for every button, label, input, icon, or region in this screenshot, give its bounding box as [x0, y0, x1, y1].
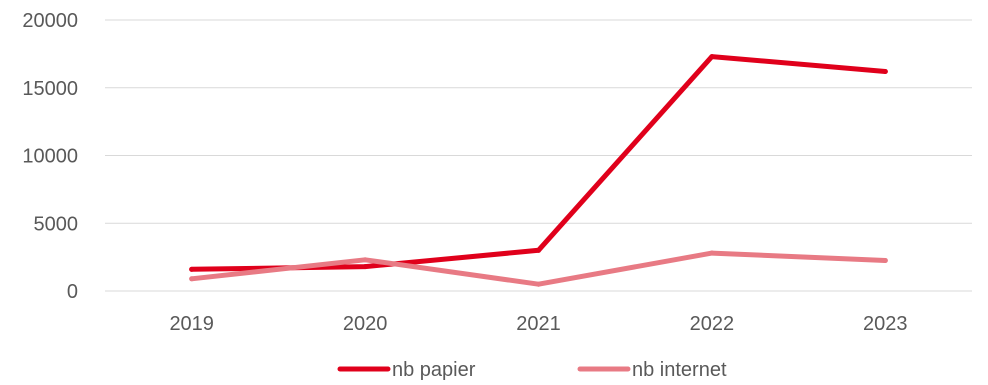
series-lines [189, 54, 888, 287]
y-tick-label: 0 [67, 281, 78, 303]
series-line-nb-papier [189, 54, 888, 272]
legend-label: nb papier [392, 359, 476, 381]
x-tick-label: 2020 [343, 313, 388, 335]
data-point-nb-papier [189, 266, 195, 272]
data-point-nb-papier [362, 264, 368, 270]
x-tick-label: 2022 [690, 313, 735, 335]
y-tick-label: 5000 [34, 213, 79, 235]
data-point-nb-internet [882, 258, 888, 264]
data-point-nb-internet [536, 281, 541, 287]
data-point-nb-internet [709, 250, 715, 256]
legend-item-nb-internet: nb internet [577, 359, 727, 381]
data-point-nb-papier [882, 68, 888, 74]
series-line-nb-internet [189, 250, 888, 287]
legend: nb papier nb internet [337, 359, 727, 381]
y-tick-label: 10000 [22, 146, 78, 168]
gridlines [105, 19, 972, 292]
legend-item-nb-papier: nb papier [337, 359, 476, 381]
y-tick-label: 15000 [22, 78, 78, 100]
data-point-nb-papier [709, 54, 715, 60]
x-tick-label: 2023 [863, 313, 908, 335]
x-tick-label: 2021 [516, 313, 561, 335]
legend-label: nb internet [632, 359, 727, 381]
x-tick-label: 2019 [169, 313, 214, 335]
data-point-nb-papier [536, 247, 541, 253]
y-tick-label: 20000 [22, 10, 78, 32]
y-axis-tick-labels: 0 5000 10000 15000 20000 [22, 10, 78, 303]
data-point-nb-internet [189, 276, 195, 282]
data-point-nb-internet [362, 257, 368, 263]
x-axis-tick-labels: 2019 2020 2021 2022 2023 [169, 313, 907, 335]
